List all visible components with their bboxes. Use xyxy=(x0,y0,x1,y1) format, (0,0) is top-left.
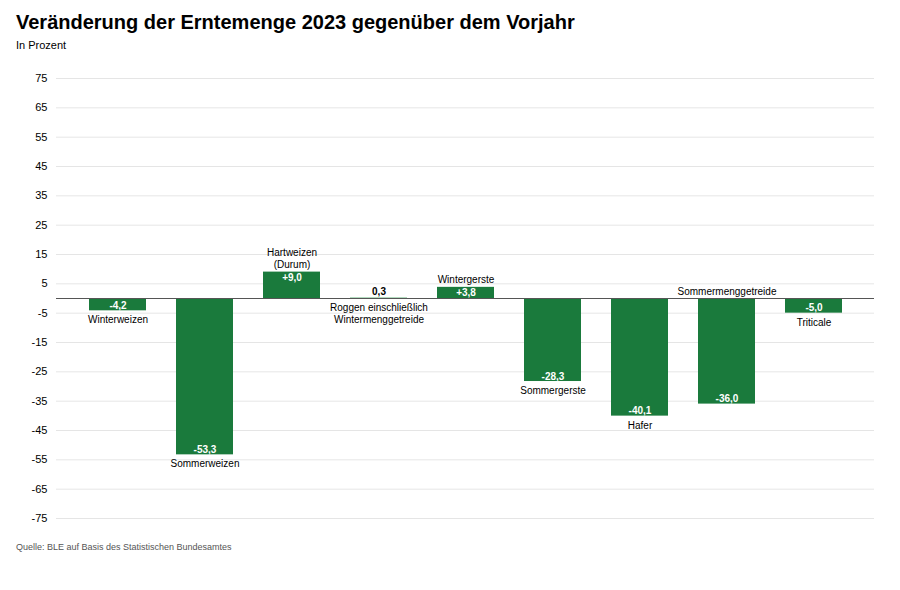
svg-text:Winterweizen: Winterweizen xyxy=(88,315,148,326)
svg-text:+3,8: +3,8 xyxy=(456,288,476,299)
svg-text:Wintergerste: Wintergerste xyxy=(438,275,495,286)
svg-text:65: 65 xyxy=(35,102,47,114)
svg-text:-15: -15 xyxy=(32,336,48,348)
svg-text:0,3: 0,3 xyxy=(372,286,386,297)
svg-text:Triticale: Triticale xyxy=(797,317,832,328)
svg-text:Hartweizen(Durum): Hartweizen(Durum) xyxy=(267,247,317,270)
svg-text:-5: -5 xyxy=(38,307,48,319)
svg-text:Roggen einschließlichWintermen: Roggen einschließlichWintermenggetreide xyxy=(330,302,428,325)
svg-text:Sommermenggetreide: Sommermenggetreide xyxy=(678,286,777,297)
html-text:Veränderung der Erntemenge 202: Veränderung der Erntemenge 2023 gegenübe… xyxy=(16,11,575,33)
svg-text:+9,0: +9,0 xyxy=(282,272,302,283)
svg-text:35: 35 xyxy=(35,190,47,202)
svg-text:-28,3: -28,3 xyxy=(542,371,565,382)
svg-text:-40,1: -40,1 xyxy=(629,405,652,416)
svg-text:55: 55 xyxy=(35,131,47,143)
svg-text:-55: -55 xyxy=(32,454,48,466)
svg-text:-53,3: -53,3 xyxy=(194,444,217,455)
svg-text:Sommergerste: Sommergerste xyxy=(520,385,586,396)
svg-text:-25: -25 xyxy=(32,366,48,378)
svg-text:-36,0: -36,0 xyxy=(716,393,739,404)
svg-text:15: 15 xyxy=(35,248,47,260)
html-text:Quelle: BLE auf Basis des Stat: Quelle: BLE auf Basis des Statistischen … xyxy=(16,542,232,553)
svg-text:75: 75 xyxy=(35,72,47,84)
svg-text:-65: -65 xyxy=(32,483,48,495)
svg-text:5: 5 xyxy=(41,278,47,290)
svg-text:-45: -45 xyxy=(32,424,48,436)
svg-text:-35: -35 xyxy=(32,395,48,407)
svg-text:-4,2: -4,2 xyxy=(109,300,127,311)
svg-text:-75: -75 xyxy=(32,512,48,524)
svg-text:Sommerweizen: Sommerweizen xyxy=(171,459,240,470)
svg-text:25: 25 xyxy=(35,219,47,231)
svg-text:-5,0: -5,0 xyxy=(805,302,823,313)
svg-text:Hafer: Hafer xyxy=(628,420,653,431)
svg-text:45: 45 xyxy=(35,160,47,172)
html-text:In Prozent: In Prozent xyxy=(16,39,67,51)
